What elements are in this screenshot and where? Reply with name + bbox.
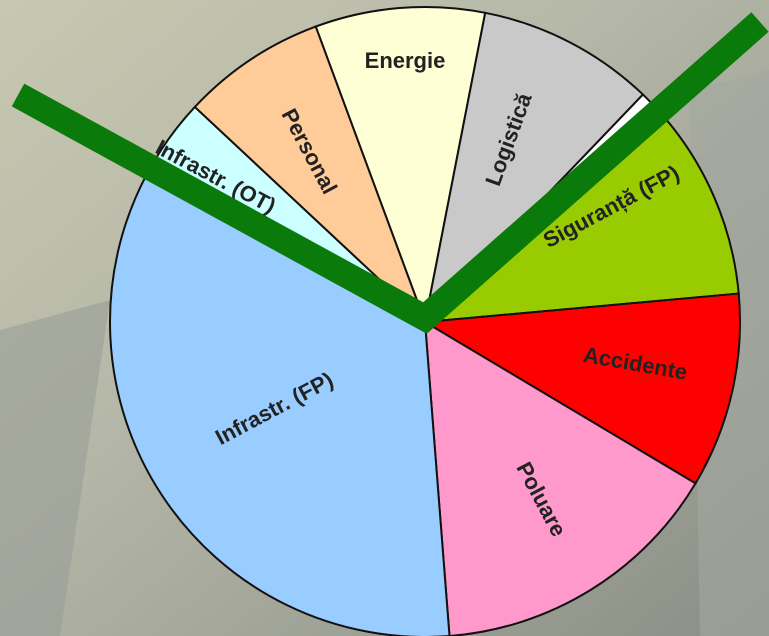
pie-slice [193,25,426,323]
green-v-mark [11,12,769,334]
road [0,300,110,636]
pie-slice [109,173,451,636]
pie-slice [422,108,740,324]
pie-slice [421,292,742,485]
slice-label: Energie [365,48,446,73]
pie-slice [423,11,645,326]
pie-slice [423,320,697,636]
pie-slice [314,6,487,326]
